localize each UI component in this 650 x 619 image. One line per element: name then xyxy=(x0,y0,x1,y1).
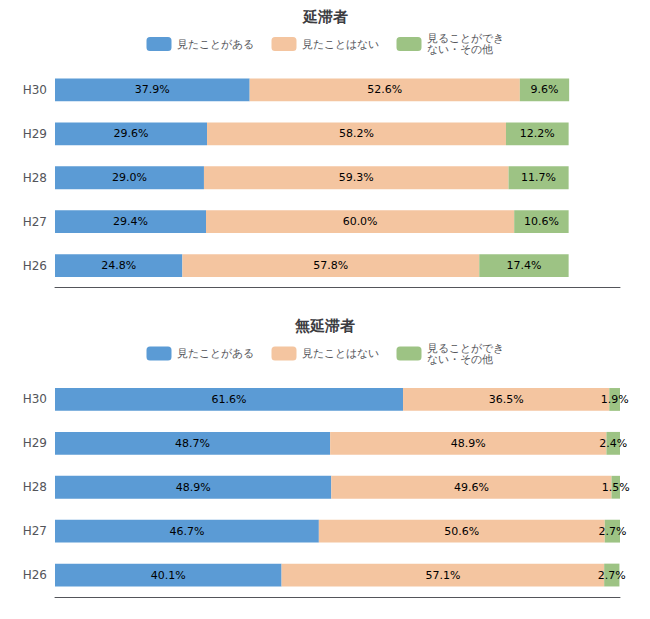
svg-text:見ることができ: 見ることができ xyxy=(426,32,504,45)
svg-text:11.7%: 11.7% xyxy=(521,171,556,184)
svg-text:49.6%: 49.6% xyxy=(454,481,489,494)
svg-text:H29: H29 xyxy=(23,436,47,450)
svg-text:H26: H26 xyxy=(23,259,47,273)
svg-text:H28: H28 xyxy=(23,171,47,185)
svg-text:48.9%: 48.9% xyxy=(451,437,486,450)
svg-text:61.6%: 61.6% xyxy=(212,393,247,406)
svg-text:H26: H26 xyxy=(23,568,47,582)
svg-text:2.7%: 2.7% xyxy=(598,525,626,538)
svg-text:延滞者: 延滞者 xyxy=(302,8,348,26)
svg-text:ない・その他: ない・その他 xyxy=(427,353,493,366)
svg-text:24.8%: 24.8% xyxy=(101,259,136,272)
svg-text:見たことはない: 見たことはない xyxy=(302,38,379,51)
svg-text:59.3%: 59.3% xyxy=(339,171,374,184)
svg-text:48.9%: 48.9% xyxy=(176,481,211,494)
svg-text:50.6%: 50.6% xyxy=(444,525,479,538)
svg-text:1.9%: 1.9% xyxy=(601,393,629,406)
svg-text:見ることができ: 見ることができ xyxy=(426,341,504,355)
svg-text:1.5%: 1.5% xyxy=(602,481,630,494)
svg-text:無延滞者: 無延滞者 xyxy=(294,317,355,335)
svg-text:9.6%: 9.6% xyxy=(531,83,559,96)
svg-text:見たことはない: 見たことはない xyxy=(302,347,379,360)
svg-text:H30: H30 xyxy=(23,392,47,406)
svg-text:60.0%: 60.0% xyxy=(343,215,378,228)
svg-text:29.4%: 29.4% xyxy=(113,215,148,228)
svg-text:H29: H29 xyxy=(23,127,47,141)
svg-text:57.1%: 57.1% xyxy=(425,569,460,582)
svg-text:37.9%: 37.9% xyxy=(135,83,170,96)
svg-text:2.7%: 2.7% xyxy=(598,569,626,582)
svg-text:見たことがある: 見たことがある xyxy=(177,347,254,360)
svg-text:10.6%: 10.6% xyxy=(524,215,559,228)
svg-text:36.5%: 36.5% xyxy=(489,393,524,406)
svg-text:17.4%: 17.4% xyxy=(506,259,541,272)
svg-text:H27: H27 xyxy=(23,524,47,538)
svg-text:57.8%: 57.8% xyxy=(313,259,348,272)
svg-text:見たことがある: 見たことがある xyxy=(177,38,254,51)
svg-text:H27: H27 xyxy=(23,215,47,229)
svg-text:29.6%: 29.6% xyxy=(114,127,149,140)
svg-text:12.2%: 12.2% xyxy=(520,127,555,140)
svg-text:52.6%: 52.6% xyxy=(367,83,402,96)
svg-text:29.0%: 29.0% xyxy=(112,171,147,184)
svg-text:ない・その他: ない・その他 xyxy=(427,43,493,56)
svg-text:40.1%: 40.1% xyxy=(151,569,186,582)
svg-text:46.7%: 46.7% xyxy=(169,525,204,538)
svg-text:H30: H30 xyxy=(23,83,47,97)
svg-text:58.2%: 58.2% xyxy=(339,127,374,140)
svg-text:2.4%: 2.4% xyxy=(599,437,627,450)
svg-text:48.7%: 48.7% xyxy=(175,437,210,450)
svg-text:H28: H28 xyxy=(23,480,47,494)
